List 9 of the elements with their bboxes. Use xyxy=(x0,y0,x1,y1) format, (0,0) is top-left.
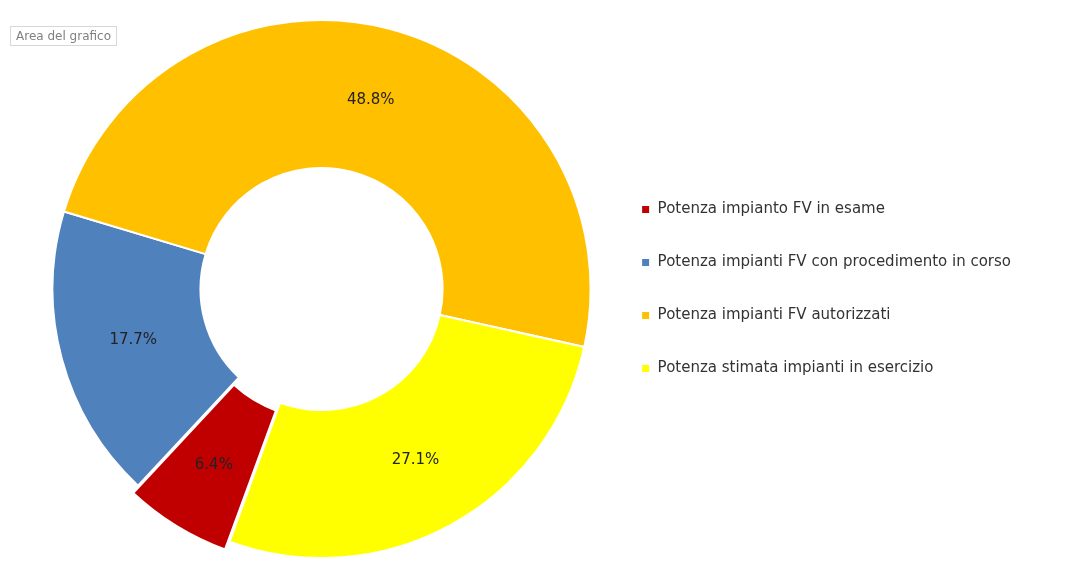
data-label: 27.1% xyxy=(391,449,440,468)
legend-label: Potenza stimata impianti in esercizio xyxy=(657,358,934,377)
legend-label: Potenza impianti FV autorizzati xyxy=(657,305,891,324)
data-label: 48.8% xyxy=(346,90,395,109)
data-label: 17.7% xyxy=(109,329,158,348)
legend-label: Potenza impianto FV in esame xyxy=(657,199,885,218)
legend-label: Potenza impianti FV con procedimento in corso xyxy=(657,252,1012,271)
data-label: 6.4% xyxy=(194,454,233,473)
text: Area del grafico xyxy=(10,26,117,46)
